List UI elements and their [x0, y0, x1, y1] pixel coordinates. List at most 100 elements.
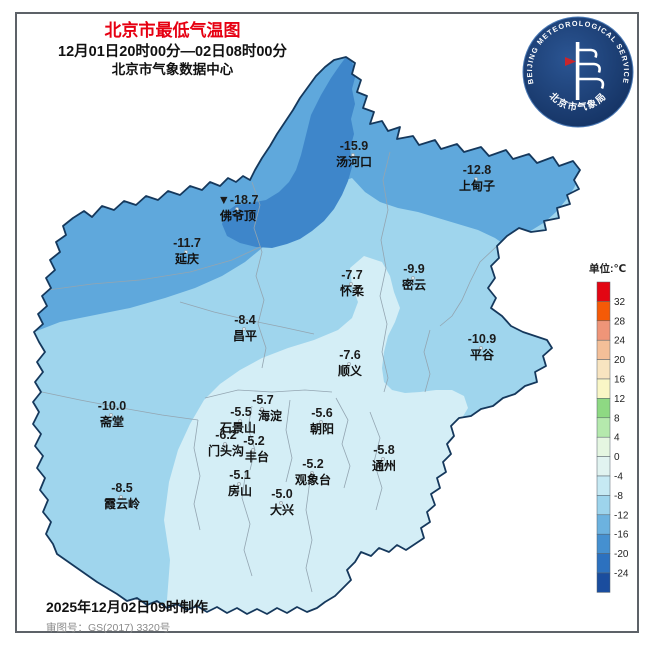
- legend-swatch: [596, 553, 611, 574]
- station-temp-guanxiangtai: -5.2: [302, 457, 324, 471]
- station-name-shangdianzi: 上甸子: [459, 178, 495, 193]
- legend-swatch: [596, 378, 611, 399]
- station-temp-foyeding: ▼-18.7: [218, 193, 259, 207]
- legend-swatch: [596, 572, 611, 593]
- legend-swatch: [596, 281, 611, 302]
- station-marker-icon: [119, 495, 123, 499]
- station-marker-icon: [411, 276, 415, 280]
- station-name-foyeding: 佛爷顶: [219, 208, 256, 223]
- station-marker-icon: [351, 153, 355, 157]
- legend-swatch: [596, 436, 611, 457]
- station-temp-shunyi: -7.6: [339, 348, 361, 362]
- station-marker-icon: [237, 482, 241, 486]
- legend-tick-label: 16: [614, 375, 626, 386]
- station-marker-icon: [479, 346, 483, 350]
- station-name-shijingshan: 石景山: [219, 420, 256, 435]
- station-name-zhaitang: 斋堂: [99, 414, 124, 429]
- station-name-pinggu: 平谷: [470, 347, 495, 362]
- legend-tick-label: 24: [614, 336, 626, 347]
- station-marker-icon: [251, 448, 255, 452]
- station-temp-zhaitang: -10.0: [98, 399, 127, 413]
- legend-tick-label: 32: [614, 297, 626, 308]
- station-marker-icon: [474, 177, 478, 181]
- map-approval-number: 审图号：GS(2017) 3320号: [46, 622, 171, 634]
- station-marker-icon: [242, 327, 246, 331]
- legend-tick-label: -16: [614, 530, 629, 541]
- legend-swatch: [596, 359, 611, 380]
- production-time: 2025年12月02日09时制作: [46, 599, 208, 615]
- station-name-xiayunling: 霞云岭: [104, 496, 140, 511]
- station-marker-icon: [184, 250, 188, 254]
- footer-block: 2025年12月02日09时制作 审图号：GS(2017) 3320号: [46, 597, 208, 635]
- legend-swatch: [596, 514, 611, 535]
- legend-tick-label: -8: [614, 491, 623, 502]
- legend-tick-label: -4: [614, 472, 623, 483]
- station-name-haidian: 海淀: [258, 408, 283, 423]
- station-temp-fengtai: -5.2: [243, 434, 265, 448]
- station-temp-miyun: -9.9: [403, 262, 425, 276]
- legend-tick-label: 8: [614, 413, 620, 424]
- station-marker-icon: [319, 420, 323, 424]
- legend-tick-label: 20: [614, 355, 626, 366]
- legend-tick-label: 28: [614, 316, 626, 327]
- station-name-fengtai: 丰台: [245, 449, 269, 464]
- legend-tick-label: -24: [614, 569, 629, 580]
- station-marker-icon: [347, 362, 351, 366]
- station-name-fangshan: 房山: [228, 483, 252, 498]
- beijing-outline: [32, 56, 581, 615]
- station-temp-yanqing: -11.7: [173, 236, 201, 250]
- station-marker-icon: [310, 471, 314, 475]
- station-name-tanghekou: 汤河口: [336, 154, 372, 169]
- station-name-daxing: 大兴: [270, 502, 294, 517]
- legend-swatch: [596, 398, 611, 419]
- station-temp-tanghekou: -15.9: [340, 139, 369, 153]
- station-name-shunyi: 顺义: [338, 363, 363, 378]
- station-name-chaoyang: 朝阳: [310, 421, 334, 436]
- station-marker-icon: [238, 419, 242, 423]
- station-temp-huairou: -7.7: [341, 268, 363, 282]
- legend-tick-label: -20: [614, 549, 629, 560]
- legend-swatch: [596, 417, 611, 438]
- station-temp-shijingshan: -5.5: [230, 405, 252, 419]
- station-marker-icon: [349, 282, 353, 286]
- station-temp-chaoyang: -5.6: [311, 406, 333, 420]
- temperature-legend: 单位:℃ 32 28 24 20 16 12 8 4 0 -4 -8 -12 -16 -20 -24: [589, 262, 629, 593]
- map-title: 北京市最低气温图: [104, 21, 241, 40]
- legend-unit-label: 单位:℃: [589, 262, 626, 275]
- station-temp-changping: -8.4: [234, 313, 256, 327]
- title-block: 北京市最低气温图 12月01日20时00分—02日08时00分 北京市气象数据中…: [40, 20, 305, 79]
- station-temp-xiayunling: -8.5: [111, 481, 133, 495]
- station-temp-pinggu: -10.9: [468, 332, 497, 346]
- logo-wind-tower-icon: [565, 42, 605, 100]
- logo-red-arrow-icon: [565, 57, 576, 66]
- station-name-huairou: 怀柔: [340, 283, 365, 298]
- station-marker-icon: [279, 501, 283, 505]
- station-name-guanxiangtai: 观象台: [295, 472, 331, 487]
- station-name-changping: 昌平: [233, 329, 257, 343]
- legend-swatch: [596, 320, 611, 341]
- station-name-yanqing: 延庆: [174, 251, 199, 266]
- station-marker-icon: [235, 207, 239, 211]
- station-temp-daxing: -5.0: [271, 487, 293, 501]
- station-name-mentougou: 门头沟: [208, 443, 244, 458]
- map-data-source: 北京市气象数据中心: [111, 62, 234, 78]
- meteorological-service-logo: BEIJING METEOROLOGICAL SERVICE 北京市气象局: [522, 16, 634, 128]
- logo-ring: [522, 16, 634, 128]
- band-minus16-minus20: [222, 57, 356, 248]
- legend-swatch: [596, 301, 611, 322]
- district-boundaries: [41, 151, 498, 593]
- legend-swatch: [596, 456, 611, 477]
- station-name-miyun: 密云: [402, 277, 426, 292]
- legend-swatch: [596, 475, 611, 496]
- station-temp-tongzhou: -5.8: [373, 443, 395, 457]
- station-temp-shangdianzi: -12.8: [463, 163, 492, 177]
- station-temp-fangshan: -5.1: [229, 468, 251, 482]
- legend-swatch: [596, 339, 611, 360]
- map-period: 12月01日20时00分—02日08时00分: [58, 44, 287, 61]
- station-marker-icon: [109, 413, 113, 417]
- station-marker-icon: [223, 442, 227, 446]
- legend-tick-label: 4: [614, 433, 620, 444]
- station-name-tongzhou: 通州: [372, 458, 396, 473]
